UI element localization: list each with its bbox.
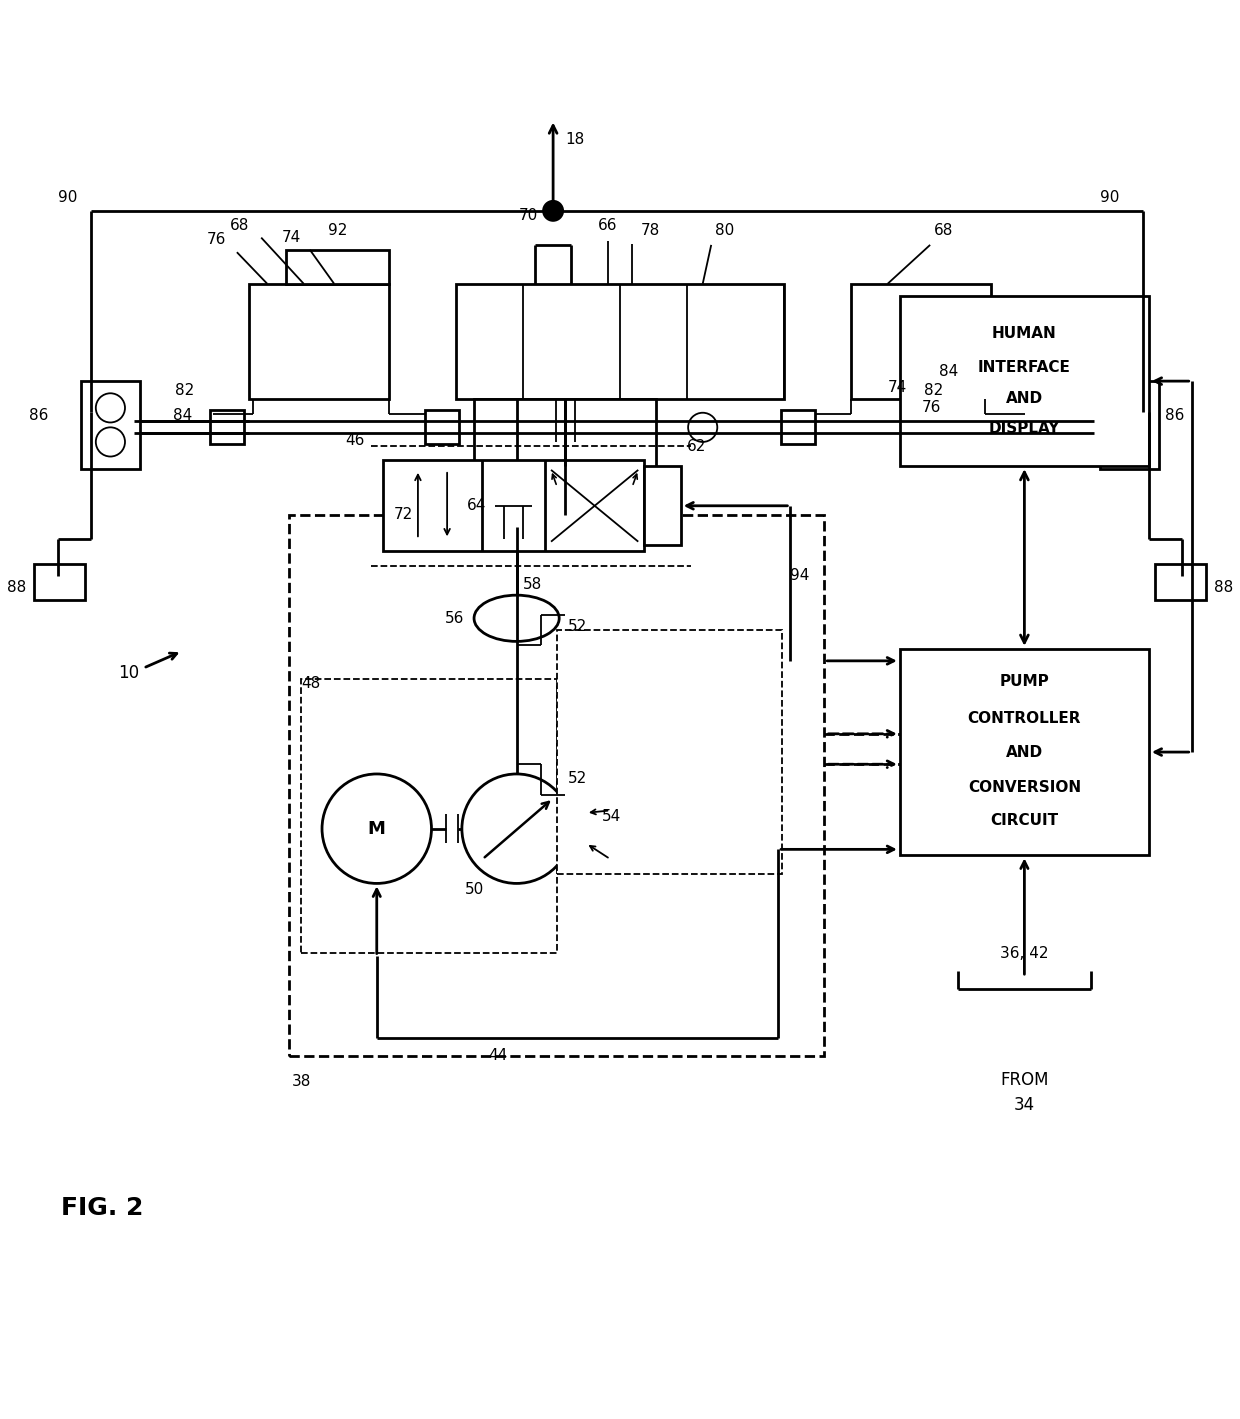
Text: 88: 88 <box>7 580 26 596</box>
Text: 78: 78 <box>641 223 660 237</box>
Text: 88: 88 <box>1214 580 1233 596</box>
Text: AND: AND <box>1006 390 1043 406</box>
Bar <box>645 467 681 545</box>
Text: 86: 86 <box>29 407 48 423</box>
Text: 58: 58 <box>523 576 542 592</box>
Bar <box>210 410 244 444</box>
Text: 34: 34 <box>1014 1095 1035 1114</box>
Text: INTERFACE: INTERFACE <box>978 360 1071 375</box>
Text: 48: 48 <box>301 677 321 691</box>
Text: HUMAN: HUMAN <box>992 326 1056 341</box>
Bar <box>900 297 1149 467</box>
Text: 84: 84 <box>172 407 192 423</box>
Text: 66: 66 <box>598 217 618 233</box>
Ellipse shape <box>474 595 559 641</box>
Text: 76: 76 <box>207 233 226 247</box>
Circle shape <box>95 427 125 457</box>
Text: 94: 94 <box>790 568 810 583</box>
Text: FIG. 2: FIG. 2 <box>61 1196 143 1220</box>
Bar <box>249 284 389 399</box>
Text: 36, 42: 36, 42 <box>1001 946 1049 961</box>
Text: CONTROLLER: CONTROLLER <box>967 711 1081 727</box>
Text: 90: 90 <box>1100 190 1120 204</box>
Text: CONVERSION: CONVERSION <box>968 779 1081 795</box>
Bar <box>474 399 656 526</box>
Text: 90: 90 <box>58 190 77 204</box>
Text: 68: 68 <box>934 223 954 237</box>
Text: 68: 68 <box>229 217 249 233</box>
Bar <box>575 813 596 843</box>
Text: 86: 86 <box>1164 407 1184 423</box>
Text: 62: 62 <box>687 438 707 454</box>
Ellipse shape <box>528 467 601 515</box>
Text: 92: 92 <box>329 223 347 237</box>
Bar <box>33 563 84 600</box>
Text: CIRCUIT: CIRCUIT <box>991 813 1059 827</box>
Text: 84: 84 <box>939 363 959 379</box>
Bar <box>301 680 557 952</box>
Text: 52: 52 <box>568 619 587 634</box>
Bar <box>851 284 991 399</box>
Text: AND: AND <box>1006 745 1043 759</box>
Text: 74: 74 <box>281 230 301 245</box>
Text: 38: 38 <box>291 1074 311 1090</box>
Bar <box>1156 563 1207 600</box>
Text: 50: 50 <box>465 883 484 897</box>
Text: PUMP: PUMP <box>999 674 1049 690</box>
Circle shape <box>95 393 125 423</box>
Bar <box>900 648 1149 856</box>
Bar <box>456 284 784 399</box>
Text: 82: 82 <box>924 383 944 399</box>
Bar <box>81 382 140 468</box>
Bar <box>425 410 460 444</box>
Bar <box>383 460 645 552</box>
Bar <box>991 410 1025 444</box>
Bar <box>780 410 815 444</box>
Text: 64: 64 <box>466 498 486 512</box>
Text: M: M <box>368 820 386 837</box>
Circle shape <box>1115 393 1145 423</box>
Text: 44: 44 <box>489 1047 508 1063</box>
Bar <box>285 250 389 284</box>
Circle shape <box>322 773 432 884</box>
Text: 56: 56 <box>445 610 464 626</box>
Text: FROM: FROM <box>1001 1071 1049 1090</box>
Text: 46: 46 <box>345 433 365 448</box>
Text: 76: 76 <box>921 400 941 416</box>
Text: 18: 18 <box>565 132 584 146</box>
Circle shape <box>542 200 564 221</box>
Text: 80: 80 <box>715 223 734 237</box>
Text: 70: 70 <box>520 209 538 223</box>
Text: DISPLAY: DISPLAY <box>988 421 1060 436</box>
Text: 52: 52 <box>568 772 587 786</box>
Text: 72: 72 <box>394 508 413 522</box>
Circle shape <box>688 413 717 441</box>
Text: 82: 82 <box>175 383 195 399</box>
Bar <box>557 630 781 874</box>
Circle shape <box>461 773 572 884</box>
Bar <box>289 515 825 1056</box>
Text: 74: 74 <box>888 380 906 394</box>
Text: 10: 10 <box>119 664 140 683</box>
Circle shape <box>1115 427 1145 457</box>
Text: 54: 54 <box>601 809 621 824</box>
Bar <box>1100 382 1159 468</box>
